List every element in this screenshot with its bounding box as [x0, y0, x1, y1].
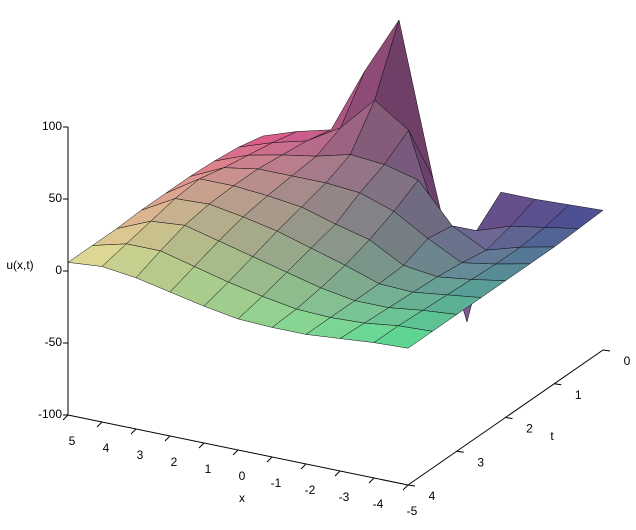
- y-tick-label: 3: [477, 455, 484, 469]
- x-tick: [198, 442, 205, 449]
- z-tick-label: -100: [38, 407, 62, 421]
- y-tick: [602, 349, 611, 352]
- x-tick-label: -2: [305, 483, 316, 497]
- x-tick: [232, 449, 239, 456]
- x-tick: [334, 470, 341, 477]
- x-tick-label: 5: [69, 434, 76, 448]
- y-tick-label: 0: [624, 354, 631, 368]
- x-tick-label: 0: [239, 469, 246, 483]
- x-tick: [96, 421, 103, 428]
- x-tick: [62, 414, 69, 421]
- x-tick: [402, 484, 409, 491]
- y-tick-label: 4: [429, 489, 436, 503]
- z-tick-label: 50: [49, 191, 63, 205]
- y-tick-label: 1: [575, 388, 582, 402]
- x-tick: [300, 463, 307, 470]
- x-tick-label: 2: [171, 455, 178, 469]
- x-tick-label: -4: [373, 497, 384, 511]
- x-tick-label: 4: [103, 441, 110, 455]
- x-tick: [266, 456, 273, 463]
- x-tick: [130, 428, 137, 435]
- z-axis-label: u(x,t): [6, 258, 33, 272]
- x-tick: [368, 477, 375, 484]
- x-tick-label: -1: [271, 476, 282, 490]
- t-axis-label: t: [550, 429, 554, 443]
- x-tick-label: -3: [339, 490, 350, 504]
- y-tick-label: 2: [526, 422, 533, 436]
- x-tick-label: 1: [205, 462, 212, 476]
- x-tick-label: 3: [137, 448, 144, 462]
- x-tick-label: -5: [407, 504, 418, 518]
- y-tick: [505, 417, 513, 419]
- z-tick-label: 100: [42, 119, 62, 133]
- surface-patch: [373, 325, 433, 349]
- x-axis-label: x: [239, 491, 245, 505]
- x-tick: [164, 435, 171, 442]
- z-tick-label: 0: [55, 263, 62, 277]
- y-tick: [554, 383, 562, 386]
- y-tick: [456, 450, 464, 453]
- y-tick: [407, 484, 416, 487]
- z-tick-label: -50: [45, 335, 63, 349]
